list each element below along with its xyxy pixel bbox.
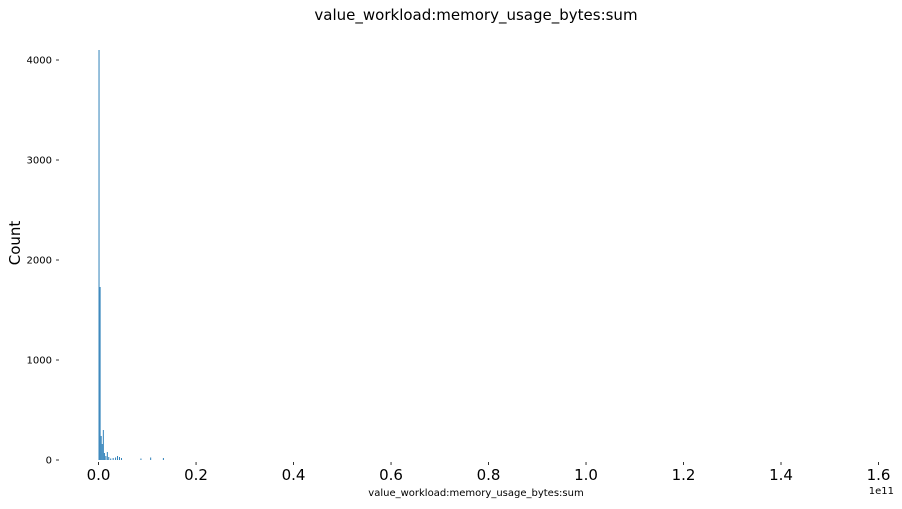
histogram-bar (98, 50, 100, 460)
x-tick-label: 0.0 (87, 466, 111, 484)
histogram-bar (162, 458, 164, 460)
histogram-bar (150, 457, 152, 460)
y-tick-label: 3000 (27, 156, 52, 167)
chart-title: value_workload:memory_usage_bytes:sum (314, 6, 637, 25)
histogram-bar (117, 456, 119, 460)
histogram-bar (140, 458, 142, 460)
x-tick-label: 1.2 (672, 466, 696, 484)
x-tick-label: 0.6 (379, 466, 403, 484)
x-tick-label: 1.0 (574, 466, 598, 484)
histogram-bar (100, 436, 102, 460)
y-axis-label: Count (6, 221, 24, 266)
histogram-bars (98, 50, 164, 460)
x-axis: 0.0 0.2 0.4 0.6 0.8 1.0 1.2 1.4 1.6 (87, 462, 891, 484)
x-tick-label: 0.2 (184, 466, 208, 484)
histogram-bar (103, 453, 105, 460)
y-tick-label: 4000 (27, 56, 52, 67)
histogram-bar (115, 457, 117, 460)
histogram-bar (99, 287, 101, 460)
x-tick-label: 1.6 (867, 466, 891, 484)
histogram-bar (112, 458, 114, 460)
histogram-bar (110, 458, 112, 460)
histogram-bar (101, 444, 103, 460)
histogram-bar (106, 452, 108, 460)
histogram-bar (120, 458, 122, 460)
x-axis-offset-label: 1e11 (869, 486, 894, 497)
x-tick-label: 0.8 (477, 466, 501, 484)
x-tick-label: 0.4 (282, 466, 306, 484)
histogram-bar (105, 456, 107, 460)
histogram-bar (102, 430, 104, 460)
x-axis-label: value_workload:memory_usage_bytes:sum (368, 488, 583, 499)
histogram-bar (119, 457, 120, 460)
y-tick-label: 1000 (27, 356, 52, 367)
x-tick-label: 1.4 (769, 466, 793, 484)
y-tick-label: 0 (46, 456, 52, 467)
histogram-bar (108, 457, 110, 460)
y-tick-label: 2000 (27, 256, 52, 267)
y-axis: 0 1000 2000 3000 4000 (27, 56, 59, 467)
